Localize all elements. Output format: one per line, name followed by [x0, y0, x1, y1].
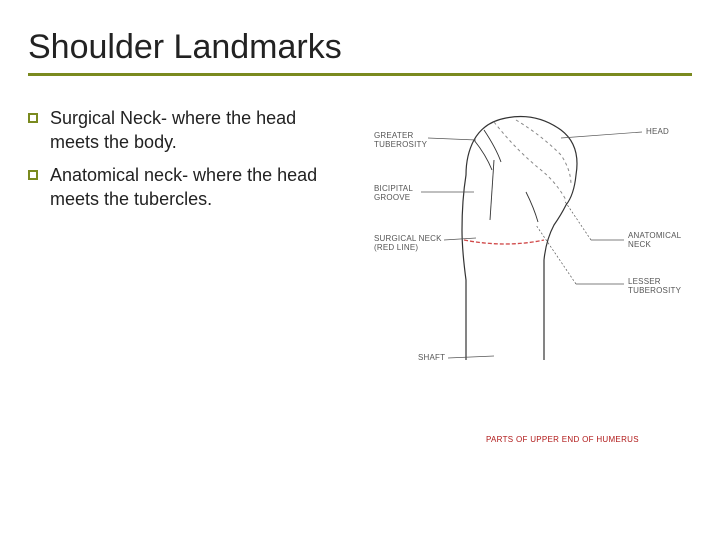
- bone-outline: [462, 117, 577, 361]
- label-bicipital-groove: BICIPITAL GROOVE: [374, 185, 413, 203]
- bullet-item: Surgical Neck- where the head meets the …: [28, 106, 348, 155]
- bullet-list: Surgical Neck- where the head meets the …: [28, 100, 348, 219]
- label-surgical-neck: SURGICAL NECK (RED LINE): [374, 235, 442, 253]
- label-anatomical-neck: ANATOMICAL NECK: [628, 232, 681, 250]
- title-underline: [28, 73, 692, 76]
- greater-tuberosity-detail: [474, 130, 501, 170]
- bullet-text: Anatomical neck- where the head meets th…: [50, 163, 348, 212]
- lesser-tuberosity-detail: [526, 192, 538, 222]
- diagram-caption: PARTS OF UPPER END OF HUMERUS: [486, 435, 639, 444]
- bullet-marker-icon: [28, 113, 38, 123]
- label-lesser-tuberosity: LESSER TUBEROSITY: [628, 278, 681, 296]
- head-inner-dashed: [516, 120, 571, 185]
- leader-lines: [421, 132, 642, 358]
- content-row: Surgical Neck- where the head meets the …: [28, 100, 692, 480]
- bullet-text: Surgical Neck- where the head meets the …: [50, 106, 348, 155]
- bullet-marker-icon: [28, 170, 38, 180]
- label-head: HEAD: [646, 128, 669, 137]
- surgical-neck-line: [464, 240, 544, 244]
- slide-title: Shoulder Landmarks: [28, 28, 692, 67]
- humerus-diagram: GREATER TUBEROSITY BICIPITAL GROOVE SURG…: [366, 100, 692, 480]
- label-shaft: SHAFT: [418, 354, 445, 363]
- bullet-item: Anatomical neck- where the head meets th…: [28, 163, 348, 212]
- label-greater-tuberosity: GREATER TUBEROSITY: [374, 132, 427, 150]
- slide: Shoulder Landmarks Surgical Neck- where …: [0, 0, 720, 540]
- anatomical-neck-dashed: [494, 122, 566, 200]
